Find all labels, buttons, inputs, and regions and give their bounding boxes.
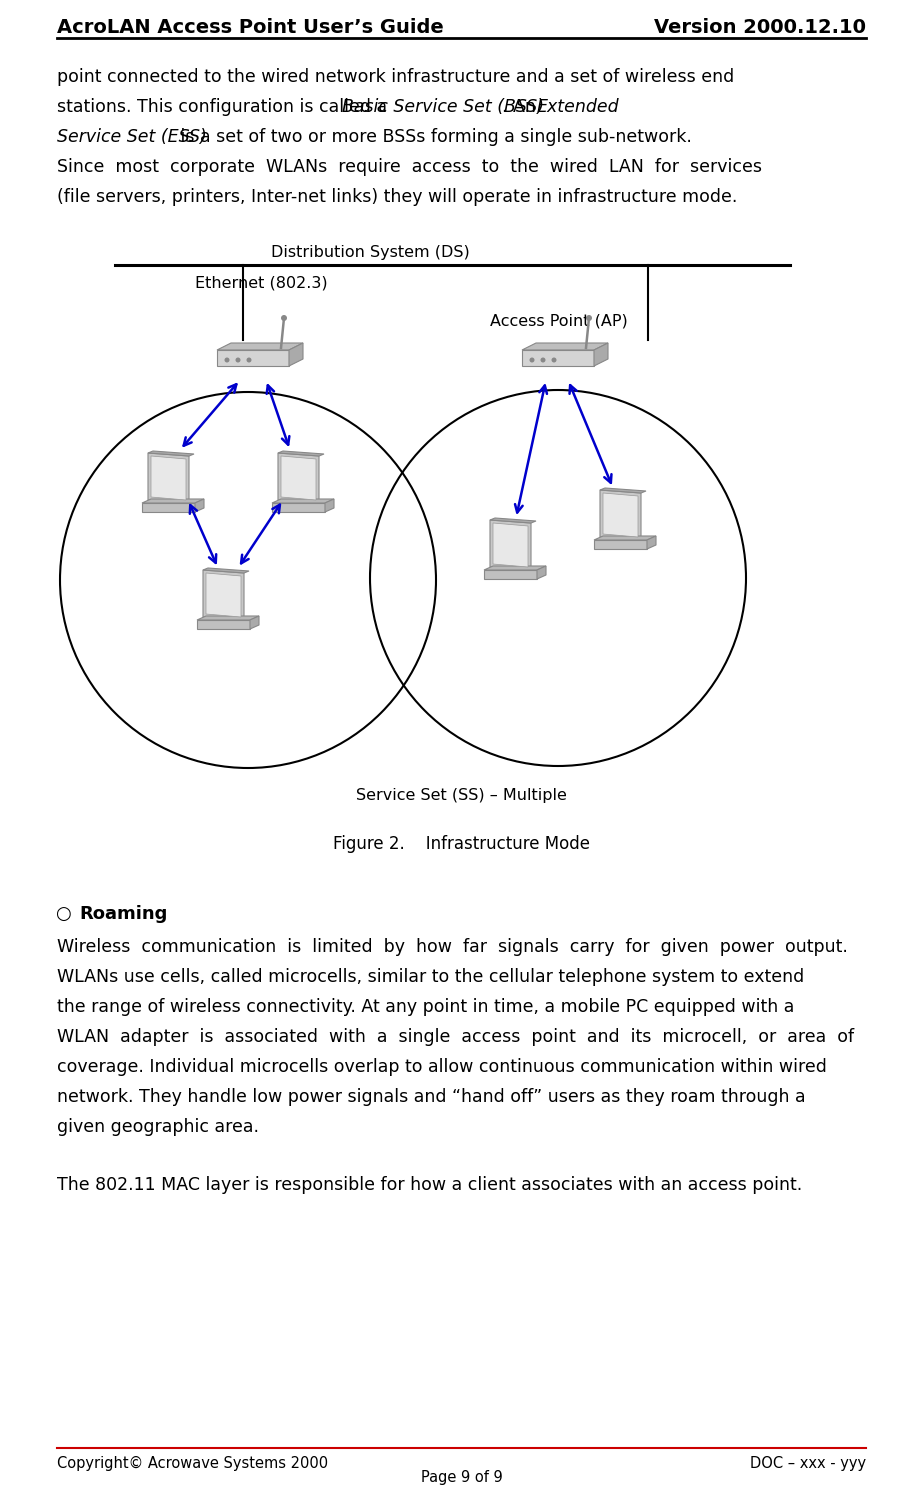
Circle shape [529, 358, 535, 362]
Text: coverage. Individual microcells overlap to allow continuous communication within: coverage. Individual microcells overlap … [57, 1058, 827, 1076]
Polygon shape [203, 567, 249, 573]
Circle shape [235, 358, 241, 362]
Polygon shape [484, 570, 537, 579]
Text: The 802.11 MAC layer is responsible for how a client associates with an access p: The 802.11 MAC layer is responsible for … [57, 1177, 802, 1195]
Text: Page 9 of 9: Page 9 of 9 [420, 1470, 502, 1485]
Polygon shape [600, 490, 641, 540]
Polygon shape [594, 540, 647, 549]
Polygon shape [522, 350, 594, 365]
Polygon shape [217, 350, 289, 365]
Polygon shape [217, 343, 303, 350]
Polygon shape [537, 566, 546, 579]
Polygon shape [142, 503, 195, 512]
Text: . An: . An [502, 97, 541, 115]
Text: Copyright© Acrowave Systems 2000: Copyright© Acrowave Systems 2000 [57, 1457, 328, 1472]
Text: Service Set (ESS): Service Set (ESS) [57, 129, 207, 147]
Polygon shape [493, 522, 528, 567]
Text: Basic Service Set (BSS): Basic Service Set (BSS) [342, 97, 544, 115]
Polygon shape [278, 454, 319, 503]
Polygon shape [647, 536, 656, 549]
Polygon shape [203, 570, 244, 620]
Polygon shape [490, 519, 531, 570]
Polygon shape [484, 566, 546, 570]
Polygon shape [603, 493, 638, 537]
Circle shape [551, 358, 557, 362]
Polygon shape [522, 343, 608, 350]
Text: Access Point (AP): Access Point (AP) [490, 313, 628, 328]
Polygon shape [197, 620, 250, 629]
Polygon shape [272, 503, 325, 512]
Circle shape [586, 314, 592, 320]
Polygon shape [142, 499, 204, 503]
Polygon shape [325, 499, 334, 512]
Text: WLANs use cells, called microcells, similar to the cellular telephone system to : WLANs use cells, called microcells, simi… [57, 969, 805, 987]
Text: point connected to the wired network infrastructure and a set of wireless end: point connected to the wired network inf… [57, 67, 734, 85]
Polygon shape [195, 499, 204, 512]
Text: Since  most  corporate  WLANs  require  access  to  the  wired  LAN  for  servic: Since most corporate WLANs require acces… [57, 159, 762, 177]
Text: Version 2000.12.10: Version 2000.12.10 [654, 18, 866, 37]
Text: stations. This configuration is called a: stations. This configuration is called a [57, 97, 392, 115]
Polygon shape [594, 343, 608, 365]
Polygon shape [272, 499, 334, 503]
Text: WLAN  adapter  is  associated  with  a  single  access  point  and  its  microce: WLAN adapter is associated with a single… [57, 1028, 854, 1046]
Text: Distribution System (DS): Distribution System (DS) [271, 246, 469, 260]
Text: Ethernet (802.3): Ethernet (802.3) [195, 275, 327, 290]
Polygon shape [148, 454, 189, 503]
Polygon shape [250, 615, 259, 629]
Text: is a set of two or more BSSs forming a single sub-network.: is a set of two or more BSSs forming a s… [175, 129, 692, 147]
Text: network. They handle low power signals and “hand off” users as they roam through: network. They handle low power signals a… [57, 1088, 805, 1106]
Polygon shape [278, 451, 324, 457]
Text: DOC – xxx - yyy: DOC – xxx - yyy [750, 1457, 866, 1472]
Circle shape [225, 358, 229, 362]
Text: Figure 2.    Infrastructure Mode: Figure 2. Infrastructure Mode [333, 835, 590, 853]
Polygon shape [206, 573, 241, 617]
Polygon shape [151, 457, 186, 500]
Text: AcroLAN Access Point User’s Guide: AcroLAN Access Point User’s Guide [57, 18, 444, 37]
Polygon shape [281, 457, 316, 500]
Text: ○: ○ [55, 906, 70, 924]
Polygon shape [148, 451, 194, 457]
Polygon shape [197, 615, 259, 620]
Text: given geographic area.: given geographic area. [57, 1118, 259, 1136]
Polygon shape [289, 343, 303, 365]
Circle shape [540, 358, 546, 362]
Text: Service Set (SS) – Multiple: Service Set (SS) – Multiple [356, 787, 567, 802]
Text: the range of wireless connectivity. At any point in time, a mobile PC equipped w: the range of wireless connectivity. At a… [57, 998, 795, 1016]
Circle shape [246, 358, 252, 362]
Circle shape [281, 314, 287, 320]
Polygon shape [490, 518, 536, 522]
Text: Extended: Extended [537, 97, 619, 115]
Text: (file servers, printers, Inter-net links) they will operate in infrastructure mo: (file servers, printers, Inter-net links… [57, 189, 737, 207]
Polygon shape [600, 488, 646, 493]
Text: Wireless  communication  is  limited  by  how  far  signals  carry  for  given  : Wireless communication is limited by how… [57, 939, 848, 957]
Text: Roaming: Roaming [79, 906, 168, 924]
Polygon shape [594, 536, 656, 540]
